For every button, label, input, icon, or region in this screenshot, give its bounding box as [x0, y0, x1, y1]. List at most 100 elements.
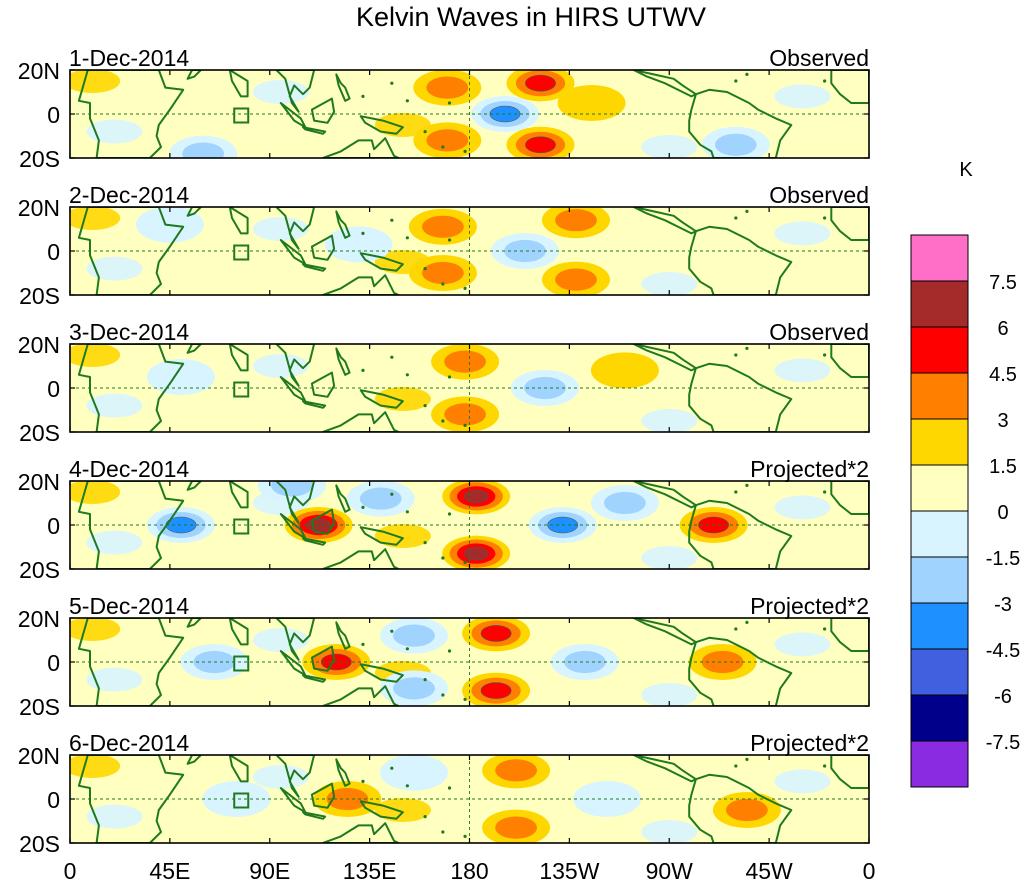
- contour-ring: [444, 403, 486, 426]
- island: [463, 697, 467, 702]
- anomaly-feature: [431, 344, 500, 380]
- panel-1: 1-Dec-2014 Observed 20N 0 20S: [18, 45, 870, 172]
- island: [405, 510, 409, 514]
- contour-ring: [271, 481, 313, 497]
- panel-2: 2-Dec-2014 Observed 20N 0 20S: [18, 182, 870, 309]
- anomaly-feature: [408, 208, 477, 245]
- colorbar-swatch: [910, 556, 969, 604]
- anomaly-feature: [380, 670, 448, 706]
- lat-label: 0: [47, 787, 60, 813]
- coastline: [186, 344, 202, 354]
- background-anomaly: [374, 524, 431, 548]
- colorbar: 7.5 6 4.5 3 1.5 0 -1.5 -3 -4.5 -6 -7.5 K: [910, 159, 1020, 788]
- island: [447, 238, 452, 242]
- coastline: [228, 207, 249, 235]
- coastline: [275, 618, 316, 661]
- panel-date: 4-Dec-2014: [69, 456, 189, 482]
- island: [463, 149, 467, 153]
- lat-label: 0: [47, 513, 60, 539]
- background-anomaly: [86, 119, 143, 144]
- lat-label: 0: [47, 650, 60, 676]
- contour-ring: [393, 624, 435, 647]
- colorbar-level-label: -3: [994, 594, 1012, 616]
- contour-ring: [464, 489, 489, 504]
- coastline: [632, 618, 697, 646]
- anomaly-feature: [573, 781, 642, 817]
- coastline: [335, 621, 351, 650]
- background-anomaly: [86, 256, 143, 281]
- island: [447, 649, 452, 653]
- coastline: [632, 755, 697, 783]
- island: [447, 786, 452, 790]
- background-anomaly: [374, 798, 431, 822]
- island: [447, 512, 452, 516]
- coastline: [275, 70, 316, 113]
- panel-6: 6-Dec-2014 Projected*2 20N 0 20S: [18, 730, 870, 857]
- contour-ring: [525, 74, 556, 92]
- colorbar-swatch: [910, 464, 969, 512]
- contour-ring: [202, 781, 271, 817]
- anomaly-feature: [462, 672, 531, 706]
- background-anomaly: [86, 804, 143, 829]
- coastline: [302, 126, 327, 135]
- lat-label: 20N: [18, 469, 60, 495]
- island: [405, 99, 409, 103]
- colorbar-level-label: 3: [997, 410, 1008, 432]
- lat-label: 20S: [19, 831, 60, 857]
- coastline: [310, 97, 336, 124]
- colorbar-swatch: [910, 372, 969, 420]
- island: [361, 231, 365, 235]
- background-anomaly: [70, 207, 121, 230]
- coastline: [186, 481, 202, 491]
- reference-box: [233, 381, 250, 398]
- anomaly-feature: [169, 135, 238, 158]
- island: [745, 483, 749, 487]
- panel-date: 5-Dec-2014: [69, 593, 189, 619]
- contour-ring: [495, 816, 537, 839]
- island: [361, 94, 365, 98]
- background-anomaly: [774, 221, 831, 246]
- coastline: [228, 755, 249, 783]
- contour-ring: [444, 350, 486, 373]
- coastline: [830, 481, 869, 515]
- longitude-axis-labels: 0 45E 90E 135E 180 135W 90W 45W 0: [64, 858, 876, 884]
- panel-date: 3-Dec-2014: [69, 319, 189, 345]
- background-anomaly: [70, 481, 121, 504]
- coastline: [275, 755, 316, 798]
- background-anomaly: [374, 387, 431, 411]
- island: [361, 779, 365, 784]
- anomaly-feature: [346, 481, 415, 517]
- panel-5: 5-Dec-2014 Projected*2 20N 0 20S: [18, 593, 870, 720]
- colorbar-swatch: [910, 648, 969, 696]
- coastline: [688, 773, 793, 843]
- island: [823, 79, 827, 83]
- anomaly-feature: [542, 261, 610, 295]
- colorbar-level-label: -1.5: [986, 548, 1020, 570]
- background-anomaly: [70, 344, 121, 367]
- lat-label: 0: [47, 376, 60, 402]
- anomaly-feature: [550, 644, 619, 680]
- anomaly-feature: [557, 85, 626, 121]
- island: [423, 815, 427, 819]
- anomaly-feature: [442, 535, 511, 569]
- island: [423, 541, 427, 545]
- contour-ring: [480, 682, 512, 699]
- background-anomaly: [641, 546, 698, 569]
- contour-ring: [380, 755, 448, 791]
- colorbar-level-label: -7.5: [986, 732, 1020, 754]
- colorbar-swatch: [910, 510, 969, 558]
- island: [405, 236, 409, 240]
- contour-ring: [182, 142, 225, 158]
- lon-label: 135W: [539, 858, 599, 884]
- colorbar-level-label: 7.5: [989, 272, 1017, 294]
- coastline: [310, 234, 336, 261]
- coastline: [275, 481, 316, 524]
- anomaly-feature: [380, 618, 448, 654]
- coastline: [186, 755, 202, 765]
- island: [823, 764, 827, 768]
- colorbar-level-label: -6: [994, 686, 1012, 708]
- island: [390, 355, 394, 359]
- contour-ring: [564, 650, 606, 674]
- coastline: [302, 811, 327, 820]
- anomaly-feature: [701, 126, 770, 158]
